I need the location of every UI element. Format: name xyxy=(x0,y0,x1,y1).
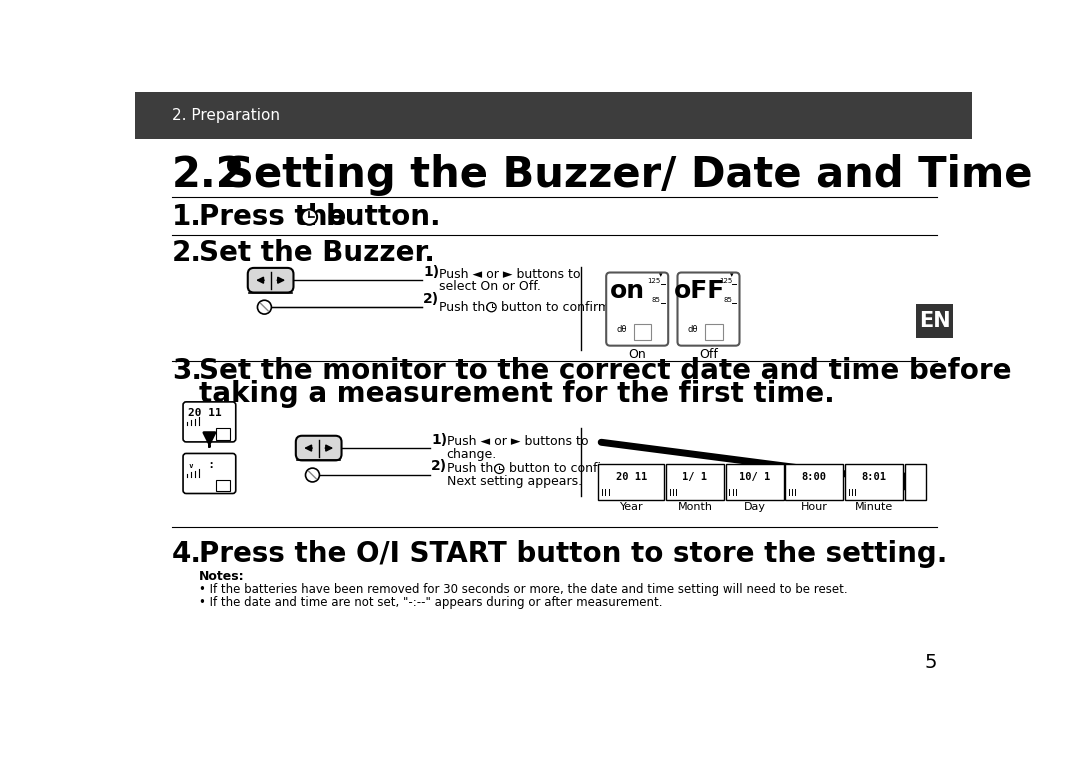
Circle shape xyxy=(495,464,504,474)
Text: ▾: ▾ xyxy=(659,272,662,278)
Text: oFF: oFF xyxy=(674,278,725,303)
Text: Day: Day xyxy=(744,502,766,513)
Text: Press the O/I START button to store the setting.: Press the O/I START button to store the … xyxy=(200,539,948,568)
Text: Minute: Minute xyxy=(855,502,893,513)
Circle shape xyxy=(306,468,320,482)
Text: button to confirm.: button to confirm. xyxy=(509,462,622,475)
Text: EN: EN xyxy=(919,311,950,331)
Text: Notes:: Notes: xyxy=(200,570,245,583)
Text: dθ: dθ xyxy=(688,325,699,334)
Bar xyxy=(216,480,230,491)
Text: 10/ 1: 10/ 1 xyxy=(739,472,770,481)
Text: 1.: 1. xyxy=(172,203,202,231)
Text: Hour: Hour xyxy=(801,502,827,513)
Bar xyxy=(135,92,972,140)
Text: 85: 85 xyxy=(652,298,661,304)
Text: 8:01: 8:01 xyxy=(862,472,887,481)
Bar xyxy=(634,324,651,340)
Text: 125: 125 xyxy=(648,278,661,285)
Text: 8:00: 8:00 xyxy=(801,472,827,481)
Circle shape xyxy=(257,300,271,314)
FancyBboxPatch shape xyxy=(247,268,294,292)
Text: 2. Preparation: 2. Preparation xyxy=(172,108,280,123)
Text: 1): 1) xyxy=(431,433,447,446)
Text: Push the: Push the xyxy=(438,301,492,314)
Text: Push the: Push the xyxy=(446,462,500,475)
Text: 2): 2) xyxy=(431,459,447,474)
FancyBboxPatch shape xyxy=(677,272,740,346)
Bar xyxy=(666,464,724,500)
Text: 3.: 3. xyxy=(172,357,202,385)
Text: 20 11: 20 11 xyxy=(188,408,221,418)
Text: taking a measurement for the first time.: taking a measurement for the first time. xyxy=(200,380,835,408)
Text: Push ◄ or ► buttons to: Push ◄ or ► buttons to xyxy=(446,436,588,449)
Text: Push ◄ or ► buttons to: Push ◄ or ► buttons to xyxy=(438,268,580,281)
Bar xyxy=(726,464,784,500)
Text: Set the Buzzer.: Set the Buzzer. xyxy=(200,240,435,267)
FancyBboxPatch shape xyxy=(606,272,669,346)
Text: change.: change. xyxy=(446,448,497,461)
Text: 1): 1) xyxy=(423,265,440,278)
Bar xyxy=(845,464,903,500)
Text: 2): 2) xyxy=(423,291,440,306)
Text: 4.: 4. xyxy=(172,539,202,568)
Circle shape xyxy=(487,303,496,312)
FancyBboxPatch shape xyxy=(183,453,235,494)
Circle shape xyxy=(301,209,318,225)
Text: Year: Year xyxy=(620,502,644,513)
Text: Set the monitor to the correct date and time before: Set the monitor to the correct date and … xyxy=(200,357,1012,385)
Text: On: On xyxy=(629,349,646,362)
Text: Setting the Buzzer/ Date and Time: Setting the Buzzer/ Date and Time xyxy=(225,153,1032,196)
Text: button.: button. xyxy=(326,203,442,231)
Text: button to confirm.: button to confirm. xyxy=(501,301,613,314)
Text: on: on xyxy=(610,278,646,303)
Bar xyxy=(216,428,230,439)
Text: 1/ 1: 1/ 1 xyxy=(683,472,707,481)
Text: Month: Month xyxy=(677,502,713,513)
FancyBboxPatch shape xyxy=(183,402,235,442)
Bar xyxy=(905,464,927,500)
Bar xyxy=(916,304,954,338)
Bar xyxy=(705,324,723,340)
Text: • If the date and time are not set, "-:--" appears during or after measurement.: • If the date and time are not set, "-:-… xyxy=(200,597,663,610)
Text: • If the batteries have been removed for 30 seconds or more, the date and time s: • If the batteries have been removed for… xyxy=(200,583,848,596)
Text: ▾: ▾ xyxy=(730,272,733,278)
Text: 2.2: 2.2 xyxy=(172,153,246,196)
Text: 85: 85 xyxy=(724,298,732,304)
Text: Next setting appears.: Next setting appears. xyxy=(446,475,582,488)
Text: 5: 5 xyxy=(924,652,937,671)
Text: 2.: 2. xyxy=(172,240,202,267)
Text: Press the: Press the xyxy=(200,203,347,231)
Text: 20 11: 20 11 xyxy=(616,472,647,481)
FancyBboxPatch shape xyxy=(296,436,341,460)
Bar xyxy=(785,464,843,500)
Text: ᵥ  :: ᵥ : xyxy=(188,459,215,470)
Text: dθ: dθ xyxy=(617,325,627,334)
Text: select On or Off.: select On or Off. xyxy=(438,280,541,293)
Text: Off: Off xyxy=(699,349,718,362)
Text: 125: 125 xyxy=(719,278,732,285)
Bar xyxy=(598,464,664,500)
Text: ⊙: ⊙ xyxy=(259,301,270,314)
